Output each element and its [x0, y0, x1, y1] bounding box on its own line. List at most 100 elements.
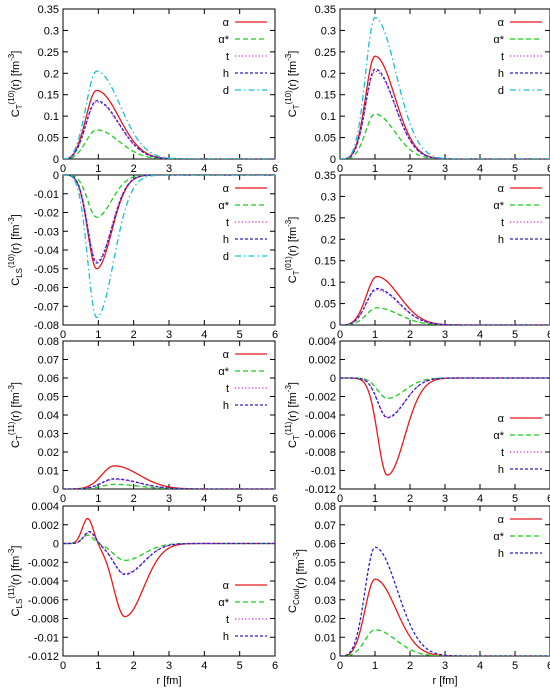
legend-label-alpha_star: α* [493, 531, 504, 543]
y-tick-label: -0.012 [28, 651, 59, 663]
x-tick-label: 2 [131, 660, 137, 672]
legend-label-h: h [223, 234, 229, 246]
y-label-part: ] [10, 214, 22, 217]
legend-label-d: d [223, 85, 229, 97]
series-line-h [340, 287, 550, 325]
x-tick-label: 3 [442, 329, 448, 341]
x-tick-label: 6 [272, 493, 278, 505]
y-tick-label: -0.07 [34, 301, 59, 313]
legend-label-alpha_star: α* [493, 200, 504, 212]
y-tick-label: -0.002 [28, 557, 59, 569]
y-label-part: -3 [7, 385, 16, 393]
legend-label-alpha: α [223, 580, 230, 592]
series-line-alpha [63, 465, 275, 489]
series-line-h [340, 377, 550, 419]
y-label-part: LS [15, 268, 24, 278]
y-tick-label: 0.02 [38, 447, 59, 459]
y-label-part: T [15, 435, 24, 440]
y-tick-label: 0.15 [38, 90, 59, 102]
y-label-part: ] [287, 217, 299, 220]
plot-frame [339, 8, 550, 160]
y-label-part: Coul [292, 588, 301, 605]
plot-frame [339, 505, 550, 657]
y-tick-label: -0.008 [305, 447, 336, 459]
y-label-part: LS [15, 599, 24, 609]
series-line-h [340, 68, 550, 159]
y-tick-label: 0.002 [308, 355, 336, 367]
y-tick-label: 0.06 [38, 373, 59, 385]
x-tick-label: 1 [372, 329, 378, 341]
legend-label-h: h [223, 631, 229, 643]
y-tick-label: -0.08 [34, 320, 59, 332]
series-line-t [340, 70, 550, 159]
x-tick-label: 1 [372, 660, 378, 672]
x-tick-label: 5 [237, 163, 243, 175]
y-tick-label: -0.04 [34, 245, 59, 257]
x-tick-label: 4 [477, 493, 483, 505]
y-label-part: -3 [284, 53, 293, 61]
series-line-alpha [63, 89, 275, 159]
y-label-part: ] [287, 382, 299, 385]
y-tick-label: -0.06 [34, 283, 59, 295]
series-line-t [340, 289, 550, 325]
y-tick-label: 0.01 [38, 466, 59, 478]
series-line-alpha_star [340, 113, 550, 159]
y-tick-label: 0 [330, 373, 336, 385]
x-tick-label: 5 [512, 660, 518, 672]
plot-frame [62, 174, 276, 326]
series-line-h [63, 530, 275, 576]
legend-label-h: h [498, 548, 504, 560]
legend-label-t: t [226, 614, 229, 626]
y-label-part: T [292, 104, 301, 109]
y-axis-label: CT(10)(r) [fm-3] [284, 51, 301, 118]
plot-frame [62, 8, 276, 160]
x-tick-label: 0 [337, 660, 343, 672]
x-tick-label: 2 [407, 493, 413, 505]
y-tick-label: -0.004 [305, 410, 336, 422]
x-tick-label: 3 [166, 163, 172, 175]
y-label-part: C [10, 440, 22, 448]
x-tick-label: 6 [272, 163, 278, 175]
y-tick-label: 0.3 [44, 25, 59, 37]
y-tick-label: -0.006 [28, 595, 59, 607]
x-tick-label: 2 [131, 163, 137, 175]
y-label-part: (01) [284, 256, 293, 271]
y-tick-label: 0.05 [38, 133, 59, 145]
series-line-alpha [340, 377, 550, 476]
y-tick-label: 0.15 [315, 90, 336, 102]
panel-p5: 0 0.01 0.02 0.03 0.04 0.05 0.06 0.07 0.08 0 1 2 3 4 5 6… [7, 336, 278, 505]
y-tick-label: 0.01 [315, 632, 336, 644]
y-tick-label: 0.03 [315, 595, 336, 607]
x-tick-label: 0 [60, 660, 66, 672]
series-line-d [63, 175, 275, 318]
y-label-part: (11) [284, 421, 293, 435]
legend-label-h: h [498, 234, 504, 246]
y-label-part: C [287, 440, 299, 448]
x-axis-label: r [fm] [156, 675, 181, 687]
series-line-h [63, 100, 275, 159]
plot-frame [62, 340, 276, 490]
y-label-part: C [287, 109, 299, 117]
x-tick-label: 6 [547, 660, 550, 672]
y-label-part: ] [10, 382, 22, 385]
y-tick-label: 0.2 [321, 234, 336, 246]
y-tick-label: 0.08 [315, 501, 336, 513]
y-label-part: ] [10, 51, 22, 54]
series-line-alpha_star [63, 129, 275, 159]
y-tick-label: 0.2 [321, 68, 336, 80]
y-label-part: (r) [fm [287, 227, 299, 256]
legend-label-h: h [223, 400, 229, 412]
y-tick-label: 0.25 [38, 47, 59, 59]
y-tick-label: 0.06 [315, 539, 336, 551]
series-line-h [340, 546, 550, 656]
y-tick-label: -0.004 [28, 576, 59, 588]
legend-label-h: h [223, 68, 229, 80]
y-tick-label: -0.02 [34, 208, 59, 220]
y-tick-label: 0.05 [315, 557, 336, 569]
legend-label-t: t [226, 383, 229, 395]
y-label-part: C [287, 605, 299, 613]
y-tick-label: 0.07 [315, 520, 336, 532]
x-tick-label: 0 [337, 493, 343, 505]
y-tick-label: 0 [330, 651, 336, 663]
x-tick-label: 2 [407, 329, 413, 341]
